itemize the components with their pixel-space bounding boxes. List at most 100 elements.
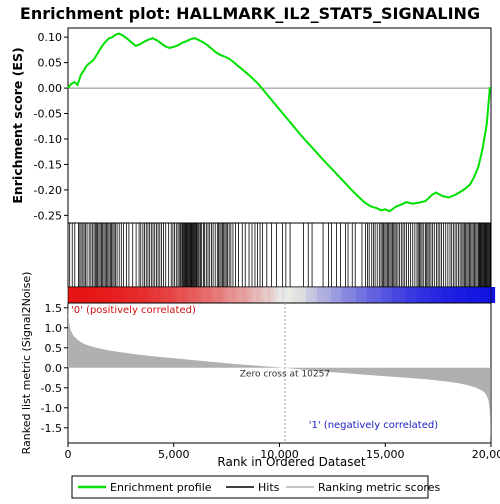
- color-bar-segment: [292, 287, 296, 303]
- color-bar-segment: [303, 287, 307, 303]
- color-bar-segment: [370, 287, 374, 303]
- color-bar-segment: [441, 287, 445, 303]
- color-bar-segment: [338, 287, 342, 303]
- color-bar-segment: [356, 287, 360, 303]
- metric-y-tick-label: -0.5: [41, 382, 62, 395]
- color-bar-segment: [416, 287, 420, 303]
- es-y-tick-label: -0.05: [34, 108, 62, 121]
- color-bar-segment: [111, 287, 115, 303]
- metric-x-tick-label: 15,000: [366, 448, 405, 461]
- color-bar-segment: [331, 287, 335, 303]
- hits-panel-frame: [68, 223, 491, 287]
- color-bar-segment: [75, 287, 79, 303]
- color-bar-segment: [381, 287, 385, 303]
- es-panel-frame: [68, 28, 491, 223]
- es-y-tick-label: -0.15: [34, 158, 62, 171]
- metric-y-tick-label: 1.5: [45, 302, 63, 315]
- color-bar-segment: [217, 287, 221, 303]
- zero-cross-label: Zero cross at 10257: [240, 370, 330, 380]
- es-y-tick-label: -0.10: [34, 133, 62, 146]
- color-bar-segment: [477, 287, 481, 303]
- metric-y-tick-label: 1.0: [45, 322, 63, 335]
- color-bar-segment: [367, 287, 371, 303]
- color-bar-segment: [384, 287, 388, 303]
- color-bar-segment: [196, 287, 200, 303]
- positive-correlation-label: '0' (positively correlated): [71, 305, 196, 316]
- color-bar-segment: [178, 287, 182, 303]
- color-bar-segment: [448, 287, 452, 303]
- color-bar-segment: [182, 287, 186, 303]
- color-bar-segment: [278, 287, 282, 303]
- color-bar-segment: [246, 287, 250, 303]
- color-bar-segment: [189, 287, 193, 303]
- color-bar-segment: [207, 287, 211, 303]
- color-bar-segment: [160, 287, 164, 303]
- color-bar-segment: [335, 287, 339, 303]
- color-bar-segment: [139, 287, 143, 303]
- color-bar-segment: [313, 287, 317, 303]
- negative-correlation-label: '1' (negatively correlated): [309, 420, 438, 431]
- color-bar-segment: [310, 287, 314, 303]
- color-bar-segment: [210, 287, 214, 303]
- color-bar-segment: [96, 287, 100, 303]
- color-bar-segment: [274, 287, 278, 303]
- color-bar-segment: [473, 287, 477, 303]
- metric-x-tick-label: 5,000: [158, 448, 190, 461]
- color-bar-segment: [242, 287, 246, 303]
- color-bar-segment: [100, 287, 104, 303]
- color-bar-segment: [470, 287, 474, 303]
- color-bar-segment: [342, 287, 346, 303]
- color-bar-segment: [232, 287, 236, 303]
- color-bar-segment: [317, 287, 321, 303]
- color-bar-segment: [125, 287, 129, 303]
- color-bar-segment: [228, 287, 232, 303]
- es-y-tick-label: -0.25: [34, 209, 62, 222]
- color-bar-segment: [89, 287, 93, 303]
- color-bar-segment: [324, 287, 328, 303]
- color-bar-segment: [363, 287, 367, 303]
- color-bar-segment: [132, 287, 136, 303]
- metric-y-tick-label: 0.5: [45, 342, 63, 355]
- metric-x-tick-label: 20,000: [472, 448, 500, 461]
- color-bar-segment: [288, 287, 292, 303]
- color-bar-segment: [143, 287, 147, 303]
- metric-y-tick-label: 0.0: [45, 362, 63, 375]
- color-bar-segment: [420, 287, 424, 303]
- color-bar-segment: [136, 287, 140, 303]
- color-bar-segment: [72, 287, 76, 303]
- color-bar-segment: [320, 287, 324, 303]
- legend: Enrichment profile Hits Ranking metric s…: [72, 476, 440, 498]
- color-bar-segment: [271, 287, 275, 303]
- color-bar-segment: [466, 287, 470, 303]
- color-bar-segment: [434, 287, 438, 303]
- legend-enrichment-label: Enrichment profile: [110, 481, 212, 494]
- metric-x-tick-label: 0: [65, 448, 72, 461]
- color-bar-segment: [391, 287, 395, 303]
- color-bar-segment: [377, 287, 381, 303]
- color-bar-segment: [480, 287, 484, 303]
- color-bar-segment: [249, 287, 253, 303]
- metric-x-axis-label: Rank in Ordered Dataset: [217, 455, 365, 469]
- es-y-tick-label: -0.20: [34, 184, 62, 197]
- color-bar-segment: [221, 287, 225, 303]
- color-bar-segment: [299, 287, 303, 303]
- color-bar-segment: [224, 287, 228, 303]
- color-bar-segment: [239, 287, 243, 303]
- color-bar-segment: [121, 287, 125, 303]
- es-y-tick-label: 0.10: [38, 31, 63, 44]
- color-bar-segment: [175, 287, 179, 303]
- color-bar-segment: [200, 287, 204, 303]
- color-bar-segment: [406, 287, 410, 303]
- rank-color-bar: [68, 287, 495, 303]
- color-bar-segment: [349, 287, 353, 303]
- color-bar-segment: [164, 287, 168, 303]
- color-bar-segment: [114, 287, 118, 303]
- color-bar-segment: [128, 287, 132, 303]
- color-bar-segment: [459, 287, 463, 303]
- color-bar-segment: [118, 287, 122, 303]
- color-bar-segment: [352, 287, 356, 303]
- color-bar-segment: [455, 287, 459, 303]
- color-bar-segment: [281, 287, 285, 303]
- color-bar-segment: [423, 287, 427, 303]
